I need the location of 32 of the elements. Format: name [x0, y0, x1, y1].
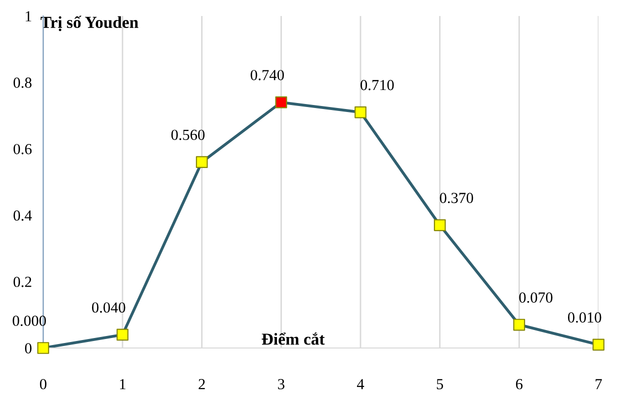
point	[275, 96, 288, 108]
point	[116, 328, 128, 341]
data-label: 0.740	[250, 70, 284, 80]
point	[592, 338, 604, 351]
y-tick-label: 0.6	[14, 144, 32, 154]
x-tick-label: 5	[436, 379, 444, 390]
data-label: 0.040	[92, 302, 126, 313]
data-label: 0.710	[360, 80, 394, 90]
point	[513, 318, 526, 331]
x-tick-label: 6	[516, 379, 523, 390]
y-axis-title: Trị số Youden	[40, 16, 138, 32]
x-axis-title: Điểm cắt	[262, 332, 325, 345]
data-label: 0.010	[568, 312, 602, 323]
y-tick-label: 0	[25, 343, 32, 354]
x-tick-label: 2	[198, 379, 205, 390]
point	[354, 106, 366, 118]
x-tick-label: 4	[356, 379, 364, 390]
y-tick-label: 0.2	[14, 276, 32, 288]
y-tick-label: 0.4	[14, 210, 32, 221]
x-tick-label: 1	[120, 379, 126, 390]
x-tick-label: 0	[40, 378, 46, 390]
point	[196, 156, 208, 168]
x-tick-label: 7	[596, 379, 602, 390]
data-label: 0.560	[171, 130, 205, 140]
data-label: 0.370	[440, 192, 474, 204]
data-label: 0.000	[12, 316, 46, 326]
y-tick-label: 0.8	[14, 78, 32, 88]
point	[37, 342, 50, 354]
data-label: 0.070	[519, 292, 552, 303]
x-tick-label: 3	[278, 379, 284, 390]
y-tick-label: 1	[26, 11, 32, 22]
point	[434, 219, 446, 232]
